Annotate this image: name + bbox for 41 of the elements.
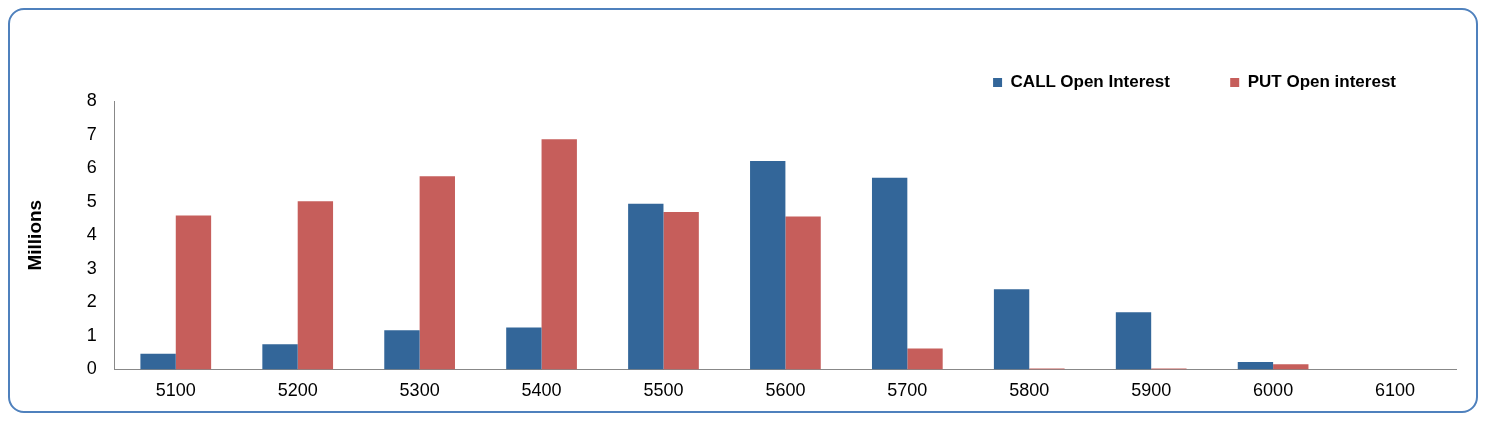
- x-tick-label: 5500: [643, 380, 684, 401]
- bar: [384, 330, 420, 370]
- y-tick-label: 3: [86, 257, 97, 278]
- y-tick-label: 4: [86, 224, 97, 245]
- bar: [1115, 312, 1152, 370]
- x-tick-label: 6000: [1253, 380, 1294, 401]
- x-tick-label: 5900: [1131, 380, 1172, 401]
- y-tick-label: 6: [86, 157, 97, 178]
- y-tick-label: 7: [86, 123, 97, 144]
- bar: [175, 215, 212, 370]
- x-tick-label: 5300: [399, 380, 440, 401]
- bar: [140, 353, 176, 370]
- bar: [785, 216, 821, 370]
- bar: [541, 139, 577, 370]
- y-tick-label: 1: [86, 324, 97, 345]
- legend-label: PUT Open interest: [1247, 72, 1397, 92]
- y-tick-label: 8: [86, 89, 97, 110]
- y-axis-title: Millions: [23, 199, 45, 271]
- x-tick-label: 5600: [765, 380, 806, 401]
- x-tick-label: 5200: [277, 380, 318, 401]
- y-tick-label: 0: [86, 358, 97, 379]
- x-tick-label: 5400: [521, 380, 562, 401]
- x-tick-label: 5100: [155, 380, 196, 401]
- bar: [419, 176, 455, 370]
- bar: [628, 203, 664, 370]
- bar: [1237, 362, 1274, 370]
- y-tick-label: 2: [86, 291, 97, 312]
- y-tick-label: 5: [86, 190, 97, 211]
- x-tick-label: 6100: [1375, 380, 1416, 401]
- bar: [907, 348, 943, 370]
- bar: [871, 177, 908, 370]
- bar: [1273, 364, 1309, 370]
- bar: [750, 161, 786, 370]
- x-tick-label: 5700: [887, 380, 928, 401]
- legend-label: CALL Open Interest: [1010, 72, 1171, 92]
- bar: [993, 289, 1030, 370]
- x-tick-label: 5800: [1009, 380, 1050, 401]
- bar: [663, 212, 699, 370]
- bar: [262, 344, 298, 370]
- bar: [297, 201, 334, 370]
- bar: [506, 327, 542, 370]
